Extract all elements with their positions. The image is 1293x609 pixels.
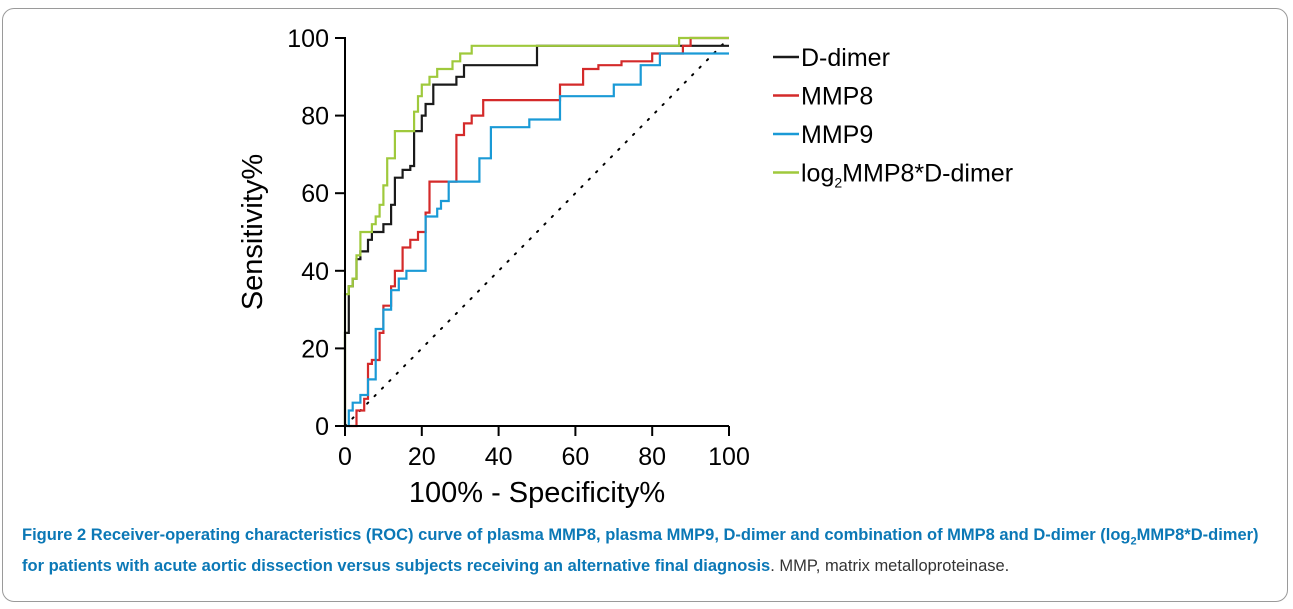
x-tick-label: 0 bbox=[338, 443, 352, 471]
y-tick-label: 80 bbox=[301, 103, 329, 131]
figure-frame bbox=[2, 8, 1288, 602]
x-tick-label: 100 bbox=[708, 443, 750, 471]
y-axis-label: Sensitivity% bbox=[237, 154, 269, 310]
legend-label-1: MMP8 bbox=[801, 83, 873, 111]
x-tick-label: 80 bbox=[638, 443, 666, 471]
x-tick-label: 20 bbox=[408, 443, 436, 471]
x-tick-label: 40 bbox=[485, 443, 513, 471]
caption-subscript: 2 bbox=[1130, 535, 1137, 548]
legend-label-3: log2MMP8*D-dimer bbox=[801, 160, 1013, 191]
legend: D-dimer MMP8 MMP9 log2MMP8*D-dimer bbox=[773, 44, 1013, 191]
roc-chart: 0 20 40 60 80 100 0 20 40 60 80 100 100% - Specific… bbox=[237, 25, 1013, 509]
caption-figure-label: Figure 2 bbox=[22, 526, 87, 544]
caption-bold-text-2: MMP8*D-dimer) for patients with acute ao… bbox=[22, 526, 1259, 576]
legend-label-0: D-dimer bbox=[801, 44, 890, 72]
y-tick-label: 100 bbox=[287, 25, 329, 53]
x-axis-label: 100% - Specificity% bbox=[409, 477, 665, 509]
caption-bold-text: Receiver-operating characteristics (ROC)… bbox=[86, 526, 1131, 544]
reference-diagonal-line bbox=[344, 37, 730, 427]
caption-normal-text: . MMP, matrix metalloproteinase. bbox=[770, 557, 1010, 576]
x-tick-label: 60 bbox=[561, 443, 589, 471]
series-line-0 bbox=[343, 44, 729, 426]
axes: 0 20 40 60 80 100 0 20 40 60 80 100 bbox=[287, 25, 750, 471]
y-tick-label: 40 bbox=[301, 258, 329, 286]
series-line-1 bbox=[348, 36, 729, 428]
y-tick-label: 0 bbox=[315, 413, 329, 441]
plot-area bbox=[343, 36, 730, 428]
series-line-3 bbox=[343, 36, 729, 426]
y-tick-label: 20 bbox=[301, 335, 329, 363]
y-tick-label: 60 bbox=[301, 180, 329, 208]
legend-label-2: MMP9 bbox=[801, 121, 873, 149]
series-line-2 bbox=[345, 52, 729, 428]
figure-caption: Figure 2 Receiver-operating characterist… bbox=[22, 523, 1272, 579]
